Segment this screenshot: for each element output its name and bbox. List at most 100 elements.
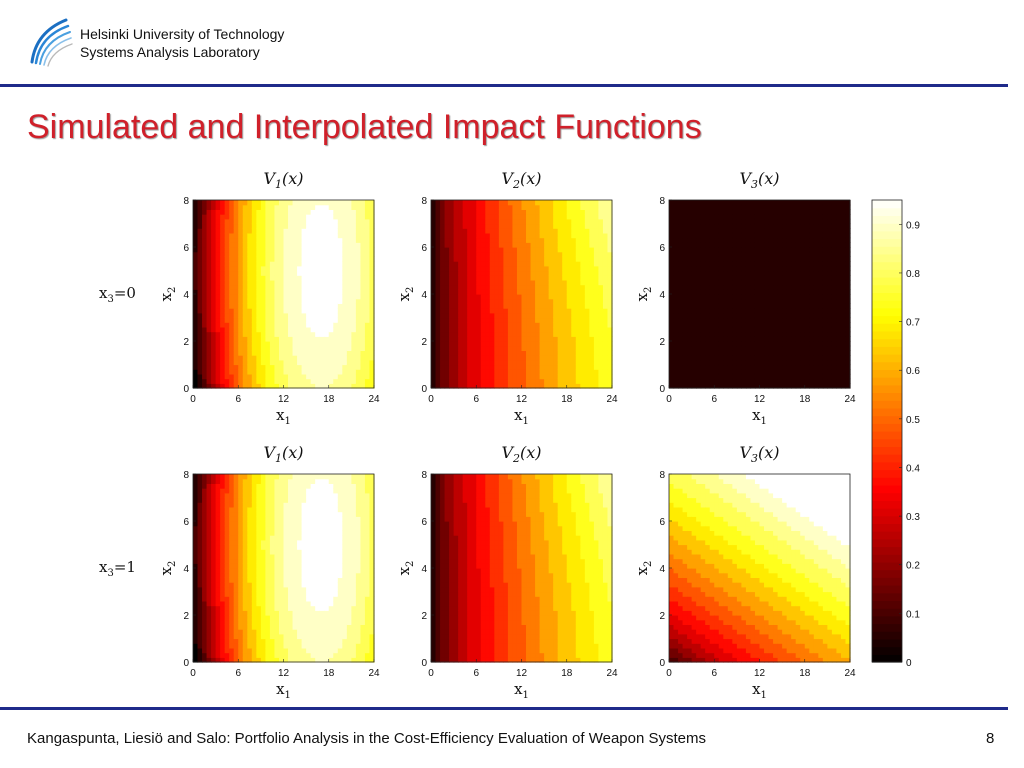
x-tick-label: 24 [368,668,380,679]
y-tick-label: 2 [421,611,427,622]
panel-title: V1(x) [263,443,303,465]
x-tick-label: 0 [666,668,672,679]
y-tick-label: 8 [421,196,427,207]
x-tick-label: 6 [473,394,479,405]
y-tick-label: 0 [421,384,427,395]
x-tick-label: 12 [516,394,528,405]
y-axis-label: x2 [157,287,178,302]
x-tick-label: 12 [754,394,766,405]
x-axis-label: x1 [752,406,767,427]
y-tick-label: 8 [421,470,427,481]
x-tick-label: 6 [473,668,479,679]
colorbar-tick-label: 0.9 [906,220,920,231]
y-tick-label: 2 [183,337,189,348]
x-tick-label: 24 [844,394,856,405]
y-tick-label: 6 [421,243,427,254]
x-tick-label: 6 [711,668,717,679]
y-tick-label: 4 [421,290,427,301]
x-tick-label: 18 [799,668,811,679]
x-tick-label: 0 [190,668,196,679]
colorbar-tick-label: 0.5 [906,415,920,426]
footer-divider [0,707,1008,710]
row-label-x3-0: x3=0 [99,284,136,305]
x-axis-label: x1 [752,680,767,701]
y-tick-label: 0 [659,384,665,395]
colorbar-tick-label: 0 [906,658,912,669]
colorbar-tick-label: 0.3 [906,512,920,523]
y-axis-label: x2 [157,561,178,576]
panel-title: V2(x) [501,169,541,191]
y-tick-label: 6 [421,517,427,528]
panel-title: V3(x) [739,443,779,465]
y-tick-label: 4 [421,564,427,575]
x-tick-label: 6 [235,394,241,405]
y-tick-label: 4 [183,564,189,575]
panel-title: V1(x) [263,169,303,191]
y-tick-label: 2 [659,611,665,622]
x-tick-label: 6 [235,668,241,679]
university-logo [30,18,73,67]
y-tick-label: 0 [183,384,189,395]
y-tick-label: 6 [183,517,189,528]
x-tick-label: 18 [799,394,811,405]
row-label-x3-1: x3=1 [99,558,136,579]
colorbar-frame [871,199,903,663]
x-tick-label: 6 [711,394,717,405]
x-axis-label: x1 [276,680,291,701]
colorbar-tick-label: 0.7 [906,318,920,329]
x-tick-label: 24 [606,394,618,405]
y-tick-label: 6 [659,243,665,254]
colorbar-tick-label: 0.8 [906,269,920,280]
x-tick-label: 0 [666,394,672,405]
y-tick-label: 6 [659,517,665,528]
x-tick-label: 18 [561,668,573,679]
y-tick-label: 6 [183,243,189,254]
x-tick-label: 24 [368,394,380,405]
x-tick-label: 12 [754,668,766,679]
colorbar-tick-label: 0.6 [906,366,920,377]
page-number: 8 [986,730,995,747]
x-tick-label: 24 [606,668,618,679]
x-tick-label: 24 [844,668,856,679]
colorbar-tick-label: 0.4 [906,463,920,474]
y-tick-label: 0 [421,658,427,669]
y-axis-label: x2 [633,287,654,302]
colorbar-tick-label: 0.1 [906,609,920,620]
x-axis-label: x1 [276,406,291,427]
y-axis-label: x2 [395,561,416,576]
y-tick-label: 8 [183,196,189,207]
x-tick-label: 0 [428,668,434,679]
x-tick-label: 18 [323,668,335,679]
y-tick-label: 2 [659,337,665,348]
x-tick-label: 18 [323,394,335,405]
slide-title: Simulated and Interpolated Impact Functi… [27,108,702,146]
institution-name: Helsinki University of Technology System… [80,25,284,61]
y-tick-label: 0 [659,658,665,669]
x-axis-label: x1 [514,406,529,427]
y-axis-label: x2 [395,287,416,302]
footer-citation: Kangaspunta, Liesiö and Salo: Portfolio … [27,730,706,747]
panel-title: V2(x) [501,443,541,465]
colorbar: 0 0.1 0.2 0.3 0.4 0.5 0.6 0.7 0.8 0.9 [871,199,920,669]
y-tick-label: 2 [421,337,427,348]
y-tick-label: 8 [659,470,665,481]
x-axis-label: x1 [514,680,529,701]
x-tick-label: 0 [428,394,434,405]
y-tick-label: 2 [183,611,189,622]
x-tick-label: 12 [278,394,290,405]
y-tick-label: 8 [659,196,665,207]
panel-title: V3(x) [739,169,779,191]
x-tick-label: 18 [561,394,573,405]
y-tick-label: 4 [659,290,665,301]
x-tick-label: 12 [516,668,528,679]
y-tick-label: 4 [659,564,665,575]
y-tick-label: 8 [183,470,189,481]
y-tick-label: 0 [183,658,189,669]
